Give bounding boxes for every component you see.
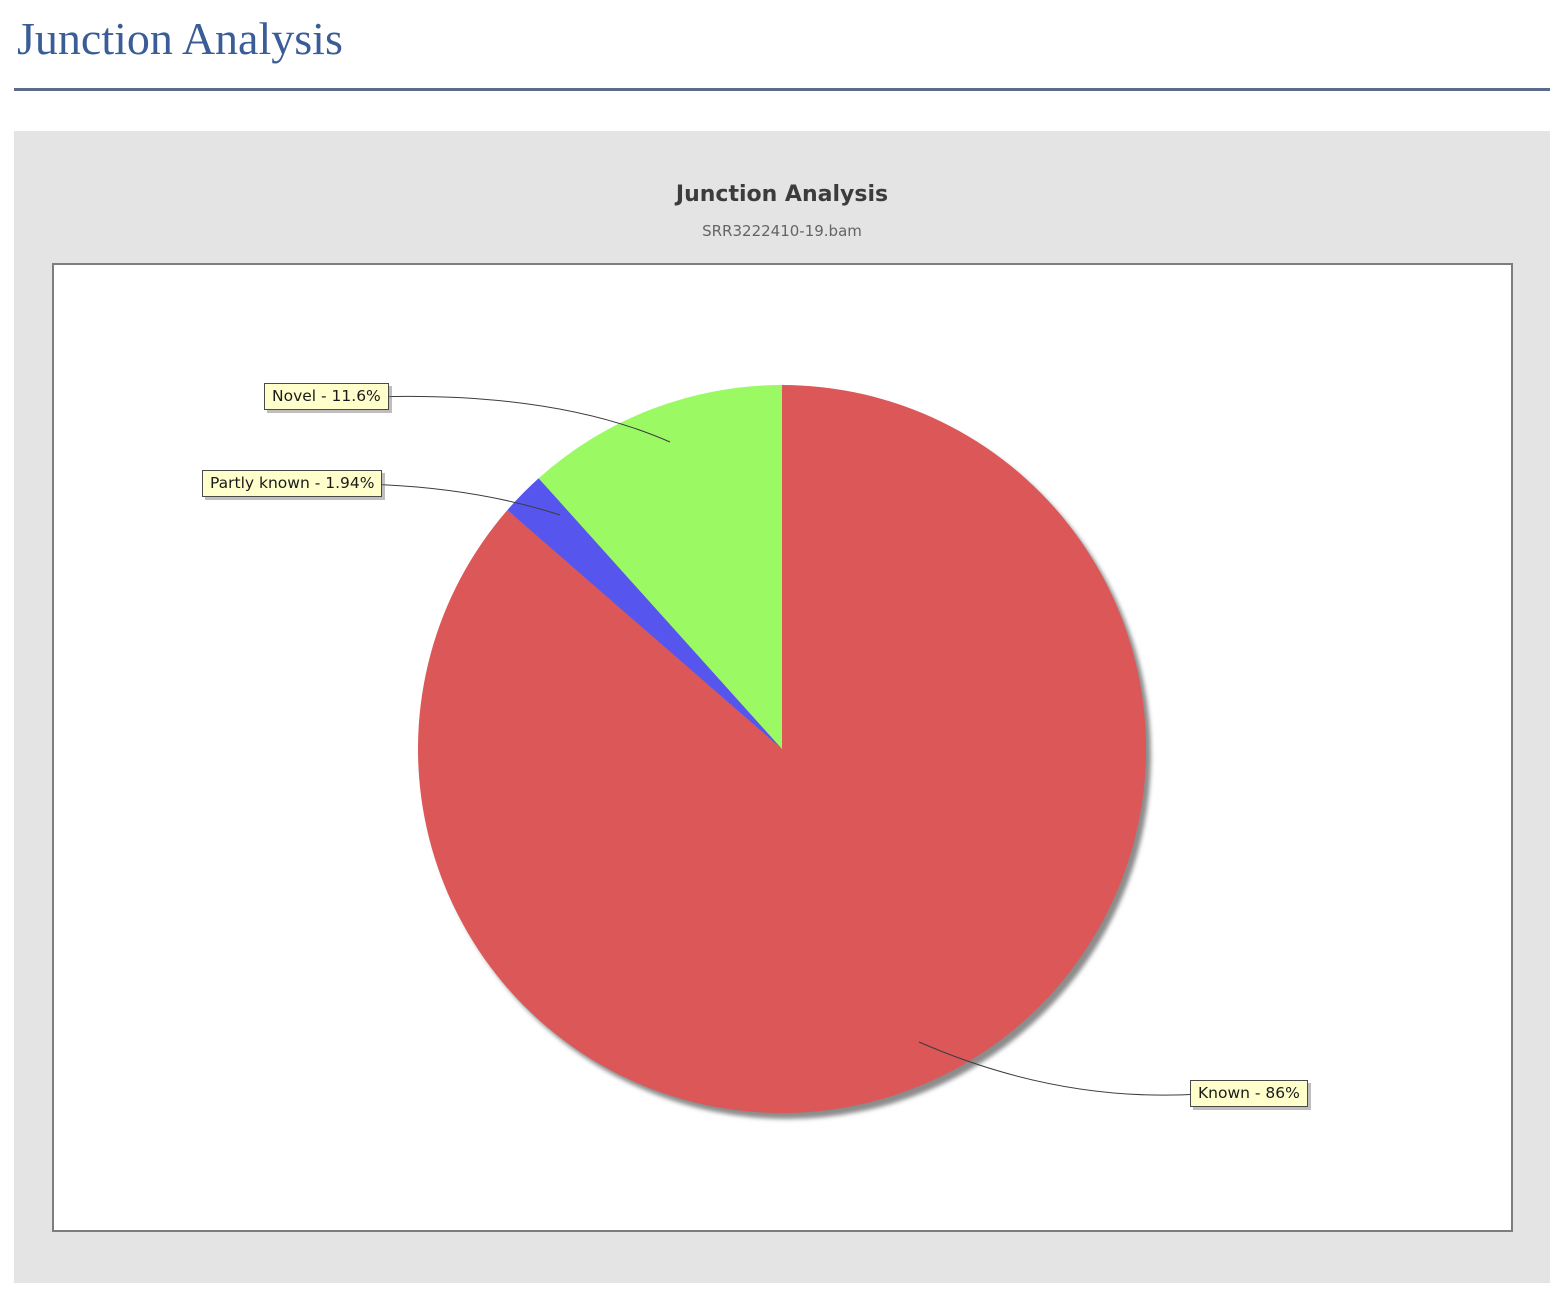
title-divider xyxy=(14,88,1550,91)
callout-known: Known - 86% xyxy=(1190,1080,1308,1107)
chart-subtitle: SRR3222410-19.bam xyxy=(702,222,862,240)
pie-slices xyxy=(417,385,1146,1113)
pie-chart xyxy=(363,385,1201,1119)
callout-novel: Novel - 11.6% xyxy=(264,383,389,410)
pie-slice-partly-known xyxy=(507,478,782,749)
pie-slice-novel xyxy=(538,385,782,749)
chart-panel: Junction Analysis SRR3222410-19.bam Nove… xyxy=(14,131,1550,1283)
callout-partly-known: Partly known - 1.94% xyxy=(202,470,383,497)
callout-connector-lines xyxy=(363,395,1201,1096)
page-title: Junction Analysis xyxy=(17,13,343,64)
chart-title: Junction Analysis xyxy=(675,182,889,207)
pie-slice-known xyxy=(417,385,1146,1113)
plot-area: Novel - 11.6% Partly known - 1.94% Known… xyxy=(52,263,1513,1232)
